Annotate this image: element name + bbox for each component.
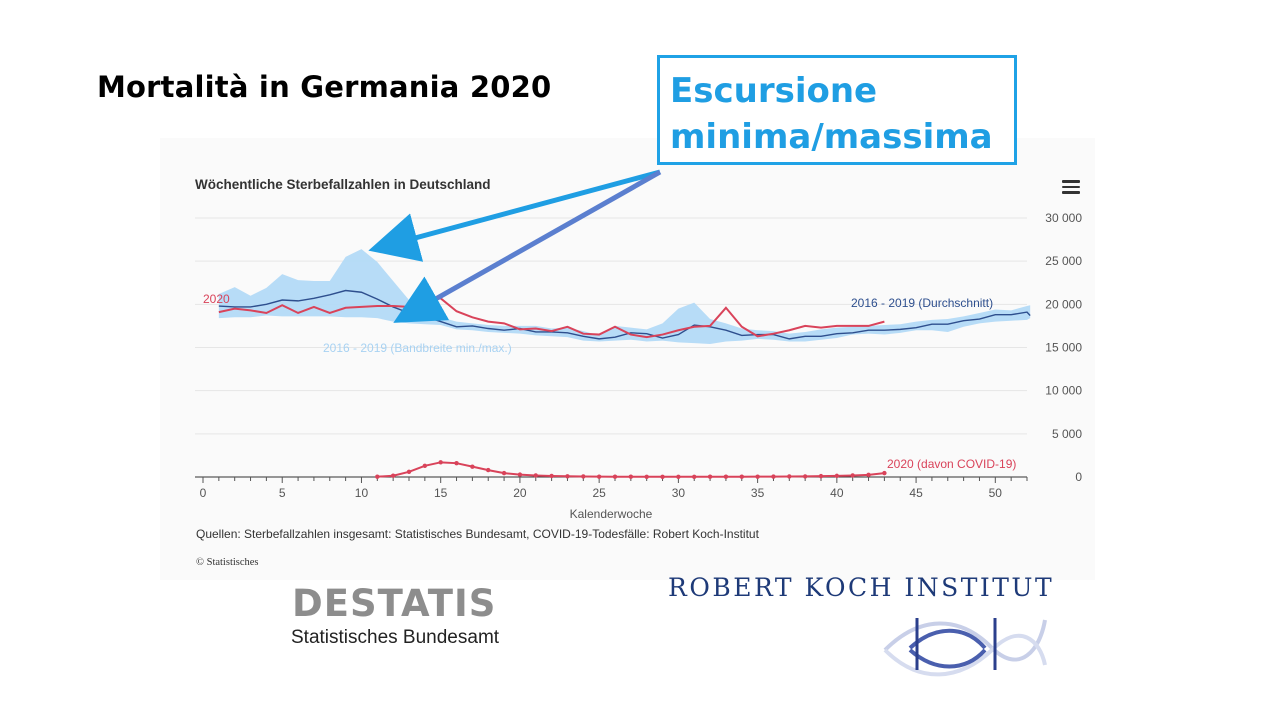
covid-point — [517, 472, 523, 477]
x-tick-label: 30 — [672, 486, 686, 500]
covid-point — [422, 463, 428, 468]
y-tick-label: 15 000 — [1045, 341, 1082, 355]
covid-point — [533, 473, 538, 478]
covid-point — [406, 469, 412, 475]
covid-point — [676, 474, 681, 479]
covid-point — [501, 470, 507, 476]
chart-panel — [160, 138, 1095, 580]
covid-point — [692, 474, 697, 479]
label-2020: 2020 — [203, 292, 230, 306]
rki-logo-text: ROBERT KOCH INSTITUT — [668, 573, 1055, 602]
covid-point — [438, 460, 443, 465]
covid-point — [866, 472, 871, 478]
credit-text: © Statistisches — [196, 557, 259, 568]
arrow-to-min — [393, 169, 662, 323]
covid-point — [375, 474, 380, 479]
x-tick-label: 45 — [909, 486, 923, 500]
covid-point — [390, 473, 396, 478]
covid-point — [834, 473, 840, 479]
covid-point — [771, 474, 776, 479]
series-line-average — [218, 289, 1031, 340]
covid-point — [628, 474, 634, 479]
x-axis-label: Kalenderwoche — [570, 507, 653, 521]
callout-line-2: minima/massima — [670, 117, 993, 157]
series-line-2020 — [218, 297, 885, 339]
covid-point — [739, 474, 744, 479]
covid-point — [802, 474, 808, 479]
label-covid: 2020 (davon COVID-19) — [887, 457, 1016, 471]
destatis-logo-subtitle: Statistisches Bundesamt — [291, 627, 500, 648]
x-tick-label: 40 — [830, 486, 844, 500]
x-tick-label: 0 — [200, 486, 207, 500]
covid-point — [723, 474, 729, 479]
slide-title: Mortalità in Germania 2020 — [97, 70, 552, 104]
y-tick-label: 5 000 — [1052, 427, 1082, 441]
x-tick-label: 10 — [355, 486, 369, 500]
covid-point — [549, 473, 554, 479]
x-tick-label: 20 — [513, 486, 527, 500]
covid-point — [660, 474, 665, 479]
credit: © Statistisches — [196, 557, 259, 568]
covid-point — [755, 474, 760, 479]
arrow-to-max — [368, 169, 661, 262]
covid-point — [882, 470, 887, 476]
covid-point — [486, 467, 491, 473]
covid-point — [612, 474, 618, 479]
covid-point — [454, 460, 459, 466]
covid-point — [470, 464, 475, 469]
y-tick-label: 10 000 — [1045, 384, 1082, 398]
covid-point — [707, 474, 713, 479]
destatis-logo-word: DESTATIS — [292, 582, 497, 625]
y-tick-label: 0 — [1075, 470, 1082, 484]
rki-logo-mark — [883, 618, 1047, 677]
chart-title: Wöchentliche Sterbefallzahlen in Deutsch… — [195, 177, 491, 192]
y-tick-label: 25 000 — [1045, 254, 1082, 268]
covid-point — [596, 474, 602, 479]
source-note: Quellen: Sterbefallzahlen insgesamt: Sta… — [196, 527, 760, 541]
label-band: 2016 - 2019 (Bandbreite min./max.) — [323, 341, 512, 355]
y-tick-label: 20 000 — [1045, 297, 1082, 311]
covid-point — [644, 474, 649, 479]
label-avg: 2016 - 2019 (Durchschnitt) — [851, 296, 993, 310]
callout-line-1: Escursione — [670, 71, 878, 111]
x-tick-label: 50 — [989, 486, 1003, 500]
covid-point — [850, 473, 855, 478]
chart-menu-icon[interactable] — [1062, 180, 1080, 194]
x-tick-label: 15 — [434, 486, 448, 500]
callout-box: Escursione minima/massima — [657, 55, 1017, 165]
x-tick-label: 25 — [592, 486, 606, 500]
x-tick-label: 35 — [751, 486, 765, 500]
covid-point — [581, 474, 586, 479]
x-tick-label: 5 — [279, 486, 286, 500]
covid-point — [787, 474, 792, 479]
y-tick-label: 30 000 — [1045, 211, 1082, 225]
covid-point — [818, 473, 824, 479]
covid-point — [565, 474, 570, 479]
